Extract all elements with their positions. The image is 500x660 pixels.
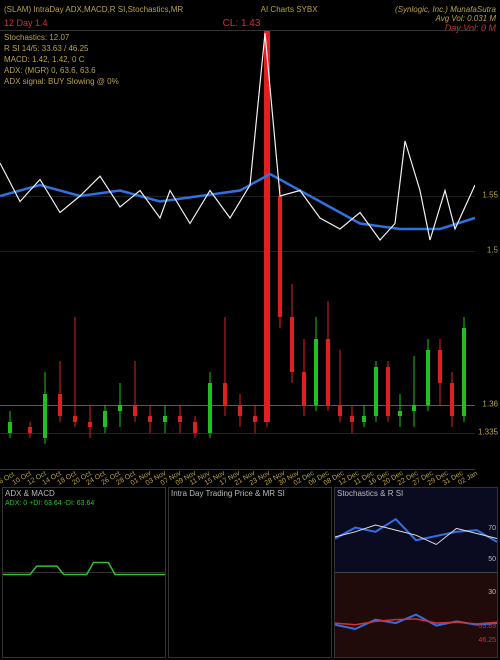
ind-adx: ADX: (MGR) 0, 63.6, 63.6 <box>4 65 119 76</box>
header-left-1: (SLAM) IntraDay ADX,MACD,R SI,Stochastic… <box>4 5 183 14</box>
ind-adx-signal: ADX signal: BUY Slowing @ 0% <box>4 76 119 87</box>
panel-stoch-title: Stochastics & R SI <box>337 489 403 498</box>
header-right-1: (Synlogic, Inc.) MunafaSutra <box>395 5 496 14</box>
y-axis: 1.551.51.361.335 <box>475 30 500 470</box>
ind-rsi: R SI 14/5: 33.63 / 46.25 <box>4 43 119 54</box>
indicators-overlay: Stochastics: 12.07 R SI 14/5: 33.63 / 46… <box>4 32 119 87</box>
panel-adx-title: ADX & MACD <box>5 489 55 498</box>
panel-intraday[interactable]: Intra Day Trading Price & MR SI <box>168 487 332 658</box>
panel-adx-stats: ADX: 0 +DI: 63.64 -DI: 63.64 <box>5 500 94 507</box>
x-axis: 6 Oct10 Oct12 Oct14 Oct18 Oct20 Oct24 Oc… <box>0 470 475 482</box>
panel-intra-title: Intra Day Trading Price & MR SI <box>171 489 285 498</box>
ind-macd: MACD: 1.42, 1.42, 0 C <box>4 54 119 65</box>
chart-header: (SLAM) IntraDay ADX,MACD,R SI,Stochastic… <box>0 0 500 30</box>
main-price-chart[interactable] <box>0 30 475 470</box>
sub-panels-row: ADX & MACD ADX: 0 +DI: 63.64 -DI: 63.64 … <box>0 485 500 660</box>
panel-adx-macd[interactable]: ADX & MACD ADX: 0 +DI: 63.64 -DI: 63.64 <box>2 487 166 658</box>
ind-stochastics: Stochastics: 12.07 <box>4 32 119 43</box>
header-mid-1: AI Charts SYBX <box>261 5 318 14</box>
header-day-range: 12 Day 1.4 <box>4 18 48 28</box>
header-avg-vol: Avg Vol: 0.031 M <box>436 14 496 23</box>
panel-stochastics[interactable]: Stochastics & R SI 70503053.6346.25 <box>334 487 498 658</box>
header-close: CL: 1.43 <box>223 18 261 29</box>
